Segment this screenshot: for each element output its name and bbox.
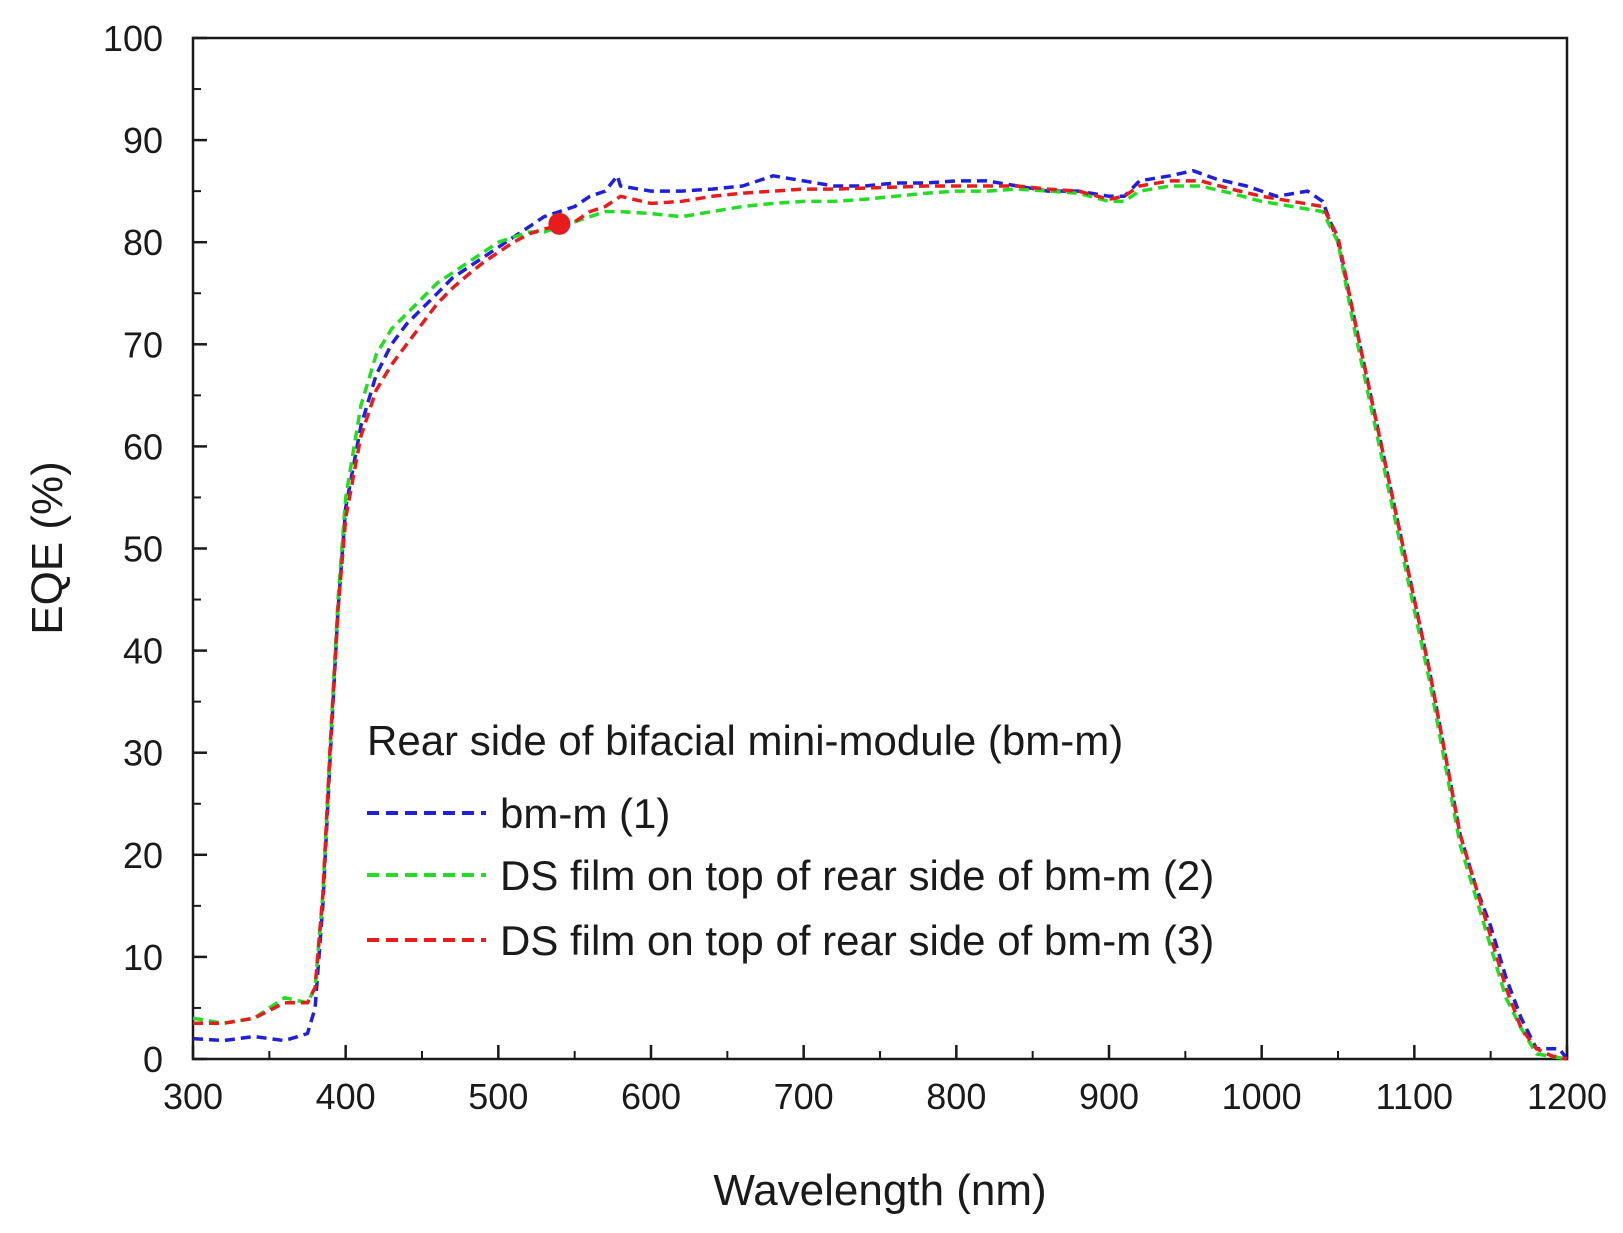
x-tick-label: 300: [163, 1076, 223, 1117]
y-tick-label: 20: [123, 835, 163, 876]
x-axis-title: Wavelength (nm): [713, 1166, 1046, 1215]
legend-label-ds-film-2: DS film on top of rear side of bm-m (2): [500, 852, 1214, 899]
y-tick-label: 50: [123, 529, 163, 570]
y-tick-label: 60: [123, 426, 163, 467]
y-tick-label: 30: [123, 733, 163, 774]
x-tick-label: 800: [926, 1076, 986, 1117]
series-line-3: [193, 179, 1568, 1061]
legend-label-bm-m-1: bm-m (1): [500, 790, 670, 837]
legend-label-ds-film-3: DS film on top of rear side of bm-m (3): [500, 917, 1214, 964]
series-line-2: [192, 184, 1568, 1061]
x-tick-label: 1000: [1222, 1076, 1302, 1117]
x-tick-label: 1200: [1527, 1076, 1607, 1117]
legend: Rear side of bifacial mini-module (bm-m)…: [367, 717, 1214, 964]
axis-ticks: 300 400 500 600 700 800 900 1000 1100 1200 0 10 20 30…: [103, 18, 1607, 1117]
y-tick-label: 0: [143, 1039, 163, 1080]
x-tick-label: 900: [1079, 1076, 1139, 1117]
y-tick-label: 10: [123, 937, 163, 978]
y-tick-label: 70: [123, 324, 163, 365]
x-tick-label: 600: [621, 1076, 681, 1117]
y-tick-label: 100: [103, 18, 163, 59]
series-layer: [192, 168, 1569, 1061]
y-tick-label: 80: [123, 222, 163, 263]
legend-title: Rear side of bifacial mini-module (bm-m): [367, 717, 1123, 764]
plot-frame: [191, 36, 1569, 1061]
x-tick-label: 700: [774, 1076, 834, 1117]
y-tick-label: 90: [123, 120, 163, 161]
highlight-point: [548, 212, 571, 235]
x-tick-label: 400: [316, 1076, 376, 1117]
marker-layer: [548, 212, 571, 235]
x-tick-label: 500: [468, 1076, 528, 1117]
x-tick-label: 1100: [1376, 1076, 1453, 1117]
y-tick-label: 40: [123, 631, 163, 672]
y-axis-title: EQE (%): [23, 461, 72, 635]
